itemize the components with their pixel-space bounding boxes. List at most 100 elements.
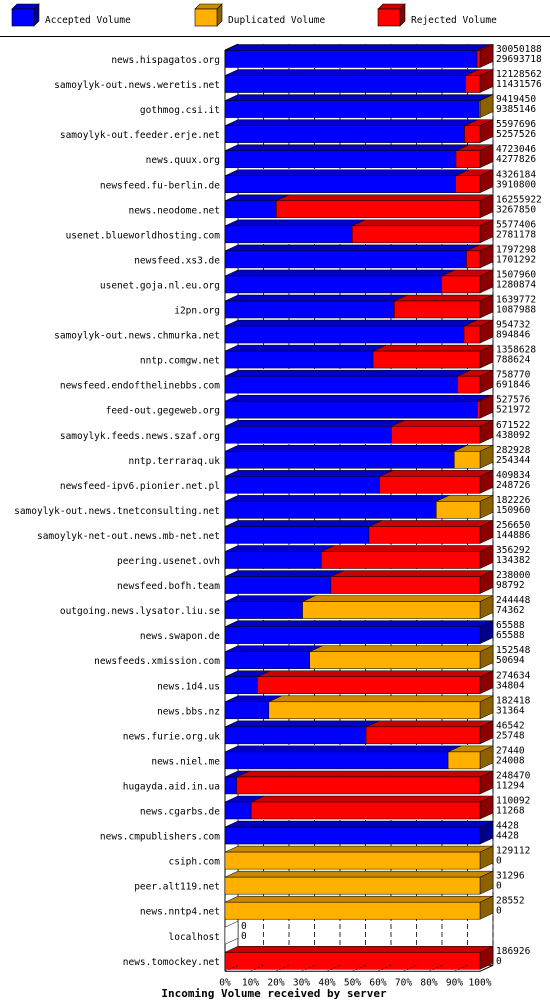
value-label-total: 9419450 — [496, 94, 536, 105]
value-label-total: 244448 — [496, 595, 531, 606]
bar-csiph-com-duplicated-volume — [224, 851, 481, 870]
value-label-accepted: 11268 — [496, 806, 525, 817]
bar-samoylyk-feeds-news-szaf-org-rejected-volume — [391, 426, 481, 444]
x-tick-label: 20% — [267, 977, 284, 988]
value-label-accepted: 29693718 — [496, 54, 542, 65]
value-label-total: 152548 — [496, 645, 531, 656]
category-label: peering.usenet.ovh — [117, 556, 220, 567]
value-label-total: 274634 — [496, 670, 531, 681]
category-label: i2pn.org — [174, 306, 220, 317]
value-label-total: 1507960 — [496, 269, 536, 280]
value-label-total: 409834 — [496, 470, 531, 481]
value-label-total: 5597696 — [496, 119, 536, 130]
bar-newsfeed-xs3-de-accepted-volume-top — [224, 244, 480, 252]
bar-outgoing-news-lysator-liu-se-duplicated-volume-top — [302, 595, 494, 602]
value-labels: 3005018829693718121285621143157694194509… — [241, 44, 542, 967]
bar-news-nntp4-net-duplicated-volume — [224, 901, 481, 920]
bar-hugayda-aid-in-ua-accepted-volume — [224, 776, 237, 795]
category-label: newsfeeds.xmission.com — [94, 656, 220, 667]
category-label: news.bbs.nz — [157, 706, 220, 717]
legend-label-rejected-volume: Rejected Volume — [411, 15, 497, 26]
bar-samoylyk-out-news-chmurka-net-rejected-volume — [463, 325, 481, 344]
value-label-accepted: 11431576 — [496, 79, 542, 90]
bar-peering-usenet-ovh-accepted-volume-top — [224, 545, 335, 552]
x-tick-label: 70% — [395, 977, 412, 988]
bar-usenet-goja-nl-eu-org-rejected-volume — [441, 275, 481, 294]
value-label-total: 186926 — [496, 946, 531, 957]
bar-feed-out-gegeweb-org-accepted-volume-top — [224, 394, 491, 402]
bar-samoylyk-out-news-tnetconsulting-net-accepted-volume-top — [224, 495, 450, 502]
bar-samoylyk-out-news-weretis-net-accepted-volume-top — [224, 69, 479, 76]
bar-gothmog-csi-it-duplicated-volume — [478, 100, 481, 118]
bar-i2pn-org-accepted-volume-top — [224, 294, 408, 302]
bar-nntp-terraraq-uk-accepted-volume-top — [224, 445, 468, 452]
category-label: peer.alt119.net — [134, 882, 220, 893]
bar-samoylyk-feeds-news-szaf-org-accepted-volume-top — [224, 420, 405, 427]
bar-peer-alt119-net-duplicated-volume — [224, 876, 481, 895]
x-tick-label: 60% — [369, 977, 386, 988]
bar-newsfeed-bofh-team-accepted-volume-top — [224, 570, 344, 577]
value-label-total: 28552 — [496, 896, 525, 907]
category-label: newsfeed.xs3.de — [134, 255, 220, 266]
legend-swatch-duplicated-volume — [194, 8, 218, 27]
bar-newsfeed-endofthelinebbs-com-accepted-volume — [224, 375, 458, 394]
bar-gothmog-csi-it-accepted-volume-top — [224, 94, 493, 101]
bar-news-hispagatos-org-accepted-volume-top — [224, 44, 491, 51]
value-label-total: 31296 — [496, 871, 525, 882]
x-tick-label: 50% — [344, 977, 361, 988]
bar-samoylyk-net-out-news-mb-net-net-rejected-volume — [368, 526, 481, 544]
value-label-accepted: 4428 — [496, 831, 519, 842]
category-label: usenet.blueworldhosting.com — [66, 230, 221, 241]
category-label: gothmog.csi.it — [140, 105, 220, 116]
bar-nntp-terraraq-uk-accepted-volume — [224, 451, 455, 469]
value-label-accepted: 98792 — [496, 580, 525, 591]
value-label-accepted: 3910800 — [496, 179, 536, 190]
category-label: outgoing.news.lysator.liu.se — [60, 606, 220, 617]
bar-newsfeed-ipv6-pionier-net-pl-accepted-volume-top — [224, 470, 393, 477]
bar-nntp-comgw-net-rejected-volume — [372, 350, 481, 369]
value-label-accepted: 0 — [241, 931, 247, 942]
value-label-total: 27440 — [496, 745, 525, 756]
value-label-accepted: 521972 — [496, 405, 530, 416]
bar-usenet-goja-nl-eu-org-accepted-volume — [224, 275, 442, 294]
bar-samoylyk-out-news-chmurka-net-accepted-volume — [224, 325, 465, 344]
bar-news-swapon-de-accepted-volume-top — [224, 620, 494, 627]
bar-outgoing-news-lysator-liu-se-accepted-volume — [224, 601, 303, 619]
value-label-accepted: 1280874 — [496, 279, 536, 290]
bar-news-swapon-de-accepted-volume — [224, 626, 481, 644]
value-label-total: 356292 — [496, 545, 530, 556]
value-label-accepted: 25748 — [496, 730, 525, 741]
legend-label-duplicated-volume: Duplicated Volume — [228, 15, 326, 26]
bar-i2pn-org-rejected-volume-top — [394, 294, 494, 302]
bar-news-niel-me-accepted-volume — [224, 751, 449, 770]
bar-news-cmpublishers-com-accepted-volume — [224, 826, 481, 845]
bar-news-niel-me-accepted-volume-top — [224, 745, 462, 753]
value-label-total: 282928 — [496, 445, 531, 456]
bar-hugayda-aid-in-ua-rejected-volume-top — [236, 770, 494, 778]
bar-newsfeeds-xmission-com-duplicated-volume — [309, 651, 481, 669]
category-label: news.nntp4.net — [140, 907, 220, 918]
category-label: feed-out.gegeweb.org — [106, 406, 220, 417]
bar-newsfeeds-xmission-com-duplicated-volume-top — [309, 645, 494, 652]
category-label: news.quux.org — [146, 155, 220, 166]
value-label-accepted: 11294 — [496, 780, 525, 791]
bar-news-neodome-net-rejected-volume — [276, 200, 481, 219]
value-label-accepted: 691846 — [496, 380, 531, 391]
value-label-accepted: 24008 — [496, 755, 525, 766]
value-label-accepted: 1701292 — [496, 254, 536, 265]
bar-news-bbs-nz-duplicated-volume — [268, 701, 481, 720]
bar-news-cgarbs-de-rejected-volume-top — [250, 795, 494, 803]
category-label: news.neodome.net — [128, 205, 220, 216]
category-label: news.swapon.de — [140, 631, 220, 642]
category-label: news.furie.org.uk — [123, 731, 221, 742]
category-label: samoylyk-out.news.weretis.net — [54, 80, 220, 91]
bar-newsfeed-fu-berlin-de-rejected-volume — [455, 175, 481, 193]
bar-feed-out-gegeweb-org-rejected-volume — [477, 400, 481, 419]
bars — [224, 44, 494, 970]
bar-news-bbs-nz-accepted-volume — [224, 701, 270, 720]
category-label: localhost — [169, 932, 220, 943]
category-label: samoylyk-out.feeder.erje.net — [60, 130, 220, 141]
value-label-total: 954732 — [496, 320, 530, 331]
x-tick-label: 80% — [420, 977, 437, 988]
value-label-accepted: 74362 — [496, 605, 525, 616]
